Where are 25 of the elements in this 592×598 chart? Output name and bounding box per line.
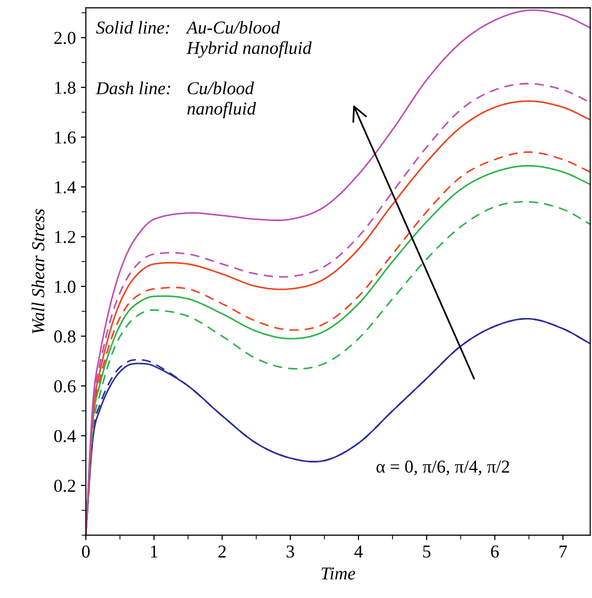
x-tick-label: 5 (423, 546, 430, 558)
y-tick-label: 2.0 (54, 32, 76, 44)
y-tick-label: 0.6 (54, 380, 76, 392)
y-tick-label: 0.8 (54, 330, 76, 343)
annotation: Dash line: (96, 82, 170, 94)
y-tick-label: 1.2 (55, 230, 76, 244)
y-tick-label: 1.8 (55, 82, 76, 94)
y-tick-label: 0.4 (54, 430, 76, 442)
x-axis-title: Time (322, 567, 356, 580)
x-tick-label: 2 (218, 546, 226, 558)
annotation: Cu/blood nanofluid (187, 82, 256, 118)
x-tick-label: 4 (354, 546, 363, 558)
annotation: α = 0, π/6, π/4, π/2 (376, 460, 510, 476)
annotation: Solid line: (96, 20, 170, 34)
y-tick-label: 1.4 (55, 181, 76, 194)
x-tick-label: 3 (286, 546, 294, 558)
y-tick-label: 1.0 (55, 280, 76, 293)
annotation: Au-Cu/blood Hybrid nanofluid (186, 20, 312, 58)
y-tick-label: 0.2 (54, 480, 76, 492)
y-tick-label: 1.6 (55, 131, 76, 144)
x-tick-label: 0 (82, 545, 90, 558)
y-axis-title: Wall Shear Stress (32, 209, 44, 334)
x-tick-label: 7 (560, 546, 567, 558)
x-tick-label: 1 (151, 546, 158, 558)
x-tick-label: 6 (491, 546, 499, 558)
